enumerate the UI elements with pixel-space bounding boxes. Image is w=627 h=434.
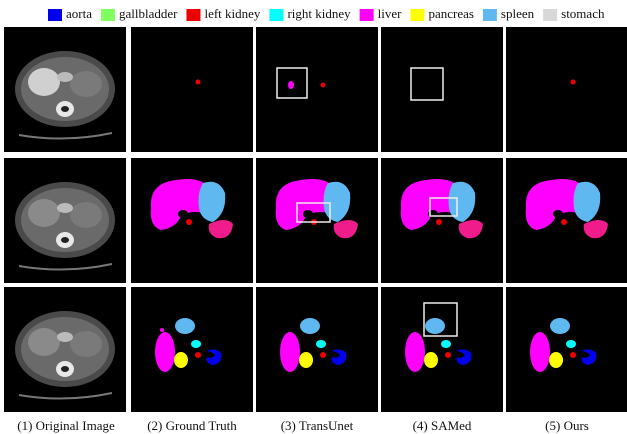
panel [381, 287, 503, 412]
mask-region [57, 203, 73, 213]
mask-region [553, 210, 563, 218]
panel [131, 27, 253, 152]
legend-swatch [101, 9, 115, 21]
mask-region [320, 352, 326, 358]
mask-region [28, 328, 60, 356]
panel [131, 158, 253, 283]
mask-region [195, 352, 201, 358]
legend-swatch [48, 9, 62, 21]
panel [256, 287, 378, 412]
mask-region [445, 352, 451, 358]
mask-region [155, 332, 175, 372]
mask-region [424, 352, 438, 368]
panel [506, 287, 627, 412]
panel-bg [381, 158, 503, 283]
panel-bg [506, 287, 627, 412]
mask-region [186, 219, 192, 225]
mask-region [70, 331, 102, 357]
mask-region [178, 210, 188, 218]
mask-region [561, 219, 567, 225]
mask-region [288, 81, 294, 89]
panels [4, 27, 627, 412]
mask-region [316, 340, 326, 348]
legend-label: liver [378, 6, 402, 21]
panel [256, 27, 378, 152]
mask-region [571, 80, 576, 85]
panel [381, 158, 503, 283]
panel [381, 27, 503, 152]
caption: (2) Ground Truth [147, 418, 237, 433]
panel-bg [256, 158, 378, 283]
mask-region [570, 352, 576, 358]
caption: (1) Original Image [17, 418, 115, 433]
mask-region [160, 328, 164, 332]
panel [506, 27, 627, 152]
legend-label: gallbladder [119, 6, 178, 21]
mask-region [530, 332, 550, 372]
mask-region [436, 219, 442, 225]
legend-swatch [410, 9, 424, 21]
panel-bg [381, 27, 503, 152]
panel-bg [131, 27, 253, 152]
caption: (4) SAMed [413, 418, 472, 433]
mask-region [28, 199, 60, 227]
legend-label: stomach [561, 6, 605, 21]
panel [4, 27, 126, 152]
panel [256, 158, 378, 283]
mask-region [57, 72, 73, 82]
mask-region [70, 202, 102, 228]
legend-label: left kidney [204, 6, 260, 21]
panel-bg [131, 158, 253, 283]
mask-region [70, 71, 102, 97]
legend-swatch [186, 9, 200, 21]
legend-swatch [543, 9, 557, 21]
caption: (3) TransUnet [281, 418, 354, 433]
mask-region [566, 340, 576, 348]
mask-region [61, 237, 69, 243]
legend: aorta gallbladder left kidney right kidney l… [48, 6, 605, 21]
mask-region [549, 352, 563, 368]
mask-region [425, 318, 445, 334]
mask-region [61, 366, 69, 372]
panel [131, 287, 253, 412]
mask-region [300, 318, 320, 334]
mask-region [280, 332, 300, 372]
mask-region [405, 332, 425, 372]
legend-label: spleen [501, 6, 535, 21]
mask-region [321, 83, 326, 88]
legend-label: pancreas [428, 6, 473, 21]
panel-bg [381, 287, 503, 412]
panel-bg [256, 27, 378, 152]
mask-region [174, 352, 188, 368]
mask-region [191, 340, 201, 348]
panel-bg [256, 287, 378, 412]
mask-region [196, 80, 201, 85]
legend-swatch [360, 9, 374, 21]
mask-region [28, 68, 60, 96]
mask-region [303, 210, 313, 218]
panel [4, 287, 126, 412]
mask-region [175, 318, 195, 334]
mask-region [61, 106, 69, 112]
mask-region [57, 332, 73, 342]
panel [4, 158, 126, 283]
panel-bg [506, 27, 627, 152]
caption: (5) Ours [545, 418, 589, 433]
mask-region [441, 340, 451, 348]
mask-region [299, 352, 313, 368]
panel-bg [131, 287, 253, 412]
mask-region [550, 318, 570, 334]
figure: aorta gallbladder left kidney right kidney l… [0, 0, 627, 434]
legend-swatch [269, 9, 283, 21]
legend-swatch [483, 9, 497, 21]
legend-label: right kidney [287, 6, 351, 21]
panel [506, 158, 627, 283]
legend-label: aorta [66, 6, 92, 21]
